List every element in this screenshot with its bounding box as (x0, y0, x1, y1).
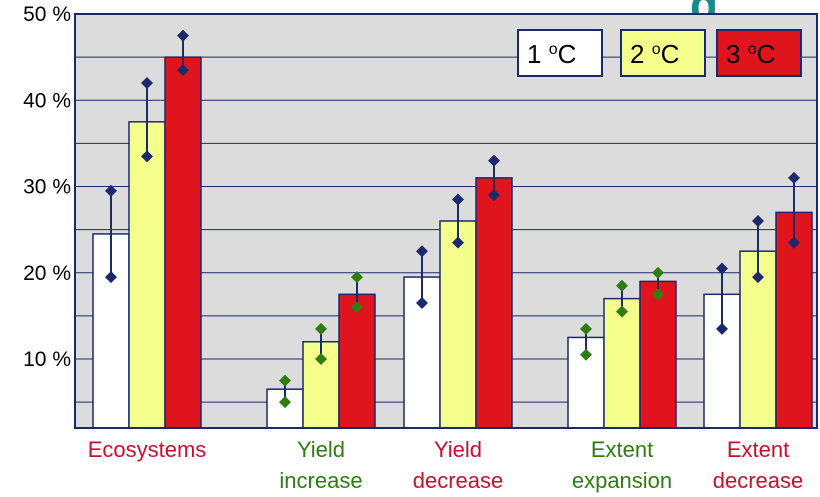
x-category-label: Extent (727, 437, 789, 462)
bar (164, 56, 202, 429)
error-marker (141, 77, 153, 89)
bar (338, 293, 376, 429)
bar-group (92, 29, 202, 429)
error-marker (452, 236, 464, 249)
error-marker (315, 353, 327, 365)
x-category-label: decrease (713, 468, 804, 493)
bar (475, 177, 513, 429)
legend-label: 3 oC (726, 39, 775, 69)
legend-label: 1 oC (527, 39, 576, 69)
error-marker (752, 271, 764, 284)
error-marker (351, 301, 363, 314)
error-marker (279, 396, 291, 409)
bar-group (567, 266, 677, 429)
error-marker (177, 64, 189, 77)
error-marker (488, 189, 500, 202)
error-marker (105, 184, 117, 197)
y-tick-label: 50 % (23, 3, 71, 26)
y-tick-label: 20 % (23, 262, 71, 285)
error-marker (752, 215, 764, 227)
error-marker (416, 245, 428, 258)
legend-item: 2 oC (620, 29, 706, 77)
legend-swatch (517, 29, 603, 77)
error-marker (652, 288, 664, 301)
x-category-label: expansion (572, 468, 672, 493)
error-marker (788, 171, 800, 184)
bar (639, 280, 677, 429)
legend-item: 3 oC (716, 29, 802, 77)
x-category-label: increase (279, 468, 362, 493)
y-tick-label: 30 % (23, 176, 71, 199)
legend-swatch (716, 29, 802, 77)
error-marker (141, 150, 153, 163)
error-marker (452, 193, 464, 206)
error-marker (351, 271, 363, 284)
legend-swatch (620, 29, 706, 77)
error-marker (716, 322, 728, 335)
bar-group (266, 271, 376, 429)
error-marker (616, 305, 628, 318)
error-marker (652, 266, 664, 279)
error-marker (488, 154, 500, 167)
x-category-label: Yield (434, 437, 482, 462)
x-category-label: Ecosystems (88, 437, 207, 462)
error-marker (580, 322, 592, 335)
bar (603, 297, 641, 429)
bar-group (403, 154, 513, 429)
legend-label: 2 oC (630, 39, 679, 69)
legend-item: 1 oC (517, 29, 603, 77)
error-marker (416, 296, 428, 309)
y-tick-label: 40 % (23, 89, 71, 112)
y-tick-label: 10 % (23, 348, 71, 371)
plot-border (74, 13, 818, 429)
error-marker (315, 322, 327, 335)
error-marker (716, 262, 728, 275)
error-marker (580, 348, 592, 361)
error-marker (105, 271, 117, 284)
error-marker (177, 29, 189, 42)
error-marker (616, 279, 628, 292)
x-category-label: decrease (413, 468, 504, 493)
bar (128, 121, 166, 429)
error-marker (279, 374, 291, 387)
error-marker (788, 236, 800, 249)
x-category-label: Yield (297, 437, 345, 462)
x-category-label: Extent (591, 437, 653, 462)
bar (439, 220, 477, 429)
